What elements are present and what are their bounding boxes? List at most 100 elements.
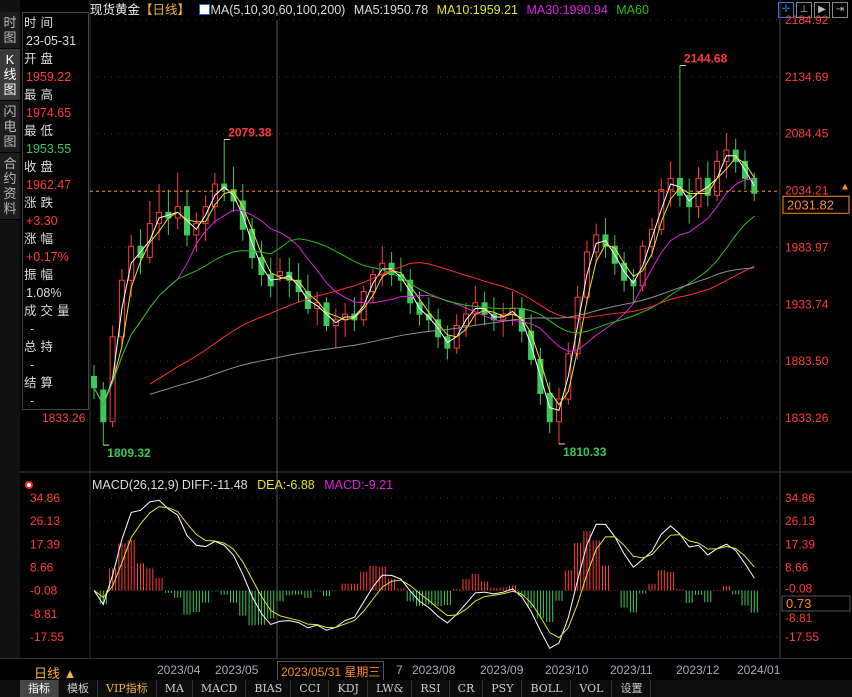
info-label: 时间: [24, 16, 58, 30]
toolbar-button[interactable]: CCI: [291, 680, 330, 697]
macd-title: MACD(26,12,9): [92, 478, 179, 492]
dea-value: DEA:-6.88: [257, 478, 315, 492]
date-axis: 日线 ▲ 2023/04 2023/05 2023/08 2023/09 2023/10…: [0, 658, 852, 682]
exit-icon[interactable]: ⇥: [832, 2, 848, 18]
date-label: 2023/05: [215, 663, 259, 677]
toolbar-button[interactable]: CR: [450, 680, 484, 697]
macd-legend: MACD(26,12,9) DIFF:-11.48 DEA:-6.88 MACD:…: [92, 478, 399, 492]
info-value: 1974.65: [26, 106, 72, 120]
up-arrow-icon: ▲: [840, 181, 850, 192]
macd-y-tick: 34.86: [785, 491, 815, 505]
toolbar-button[interactable]: MA: [157, 680, 193, 697]
toolbar-button[interactable]: 模板: [59, 680, 98, 697]
macd-y-tick-left: -8.81: [30, 607, 58, 621]
ma30-value: MA30:1990.94: [526, 3, 608, 17]
macd-y-tick-left: 17.39: [30, 537, 60, 551]
toolbar-button[interactable]: VOL: [571, 680, 613, 697]
toolbar-button[interactable]: VIP指标: [98, 680, 157, 697]
ma5-value: MA5:1950.78: [353, 3, 429, 17]
info-value: 1953.55: [26, 142, 72, 156]
info-value: -: [30, 394, 35, 408]
macd-y-tick-left: 34.86: [30, 491, 60, 505]
info-label: 最低: [24, 124, 58, 138]
indicator-toolbar: 指标 模板 VIP指标 MA MACD BIAS CCI KDJ LW& RSI CR PSY BOLL…: [0, 680, 852, 697]
toolbar-button[interactable]: BIAS: [246, 680, 292, 697]
price-chart[interactable]: 2184.92 2134.69 2084.45 2034.21 1983.97 1933.…: [0, 0, 852, 658]
info-label: 开盘: [24, 52, 58, 66]
play-icon[interactable]: ▶: [814, 2, 830, 18]
info-value: 1.08%: [26, 286, 62, 300]
date-label: 2023/09: [480, 663, 524, 677]
view-tab[interactable]: 合约资料: [0, 153, 20, 220]
toolbar-button[interactable]: MACD: [193, 680, 247, 697]
left-price-label: 1833.26: [42, 411, 86, 425]
info-label: 结算: [24, 376, 58, 390]
macd-settings-icon[interactable]: [25, 481, 33, 489]
date-label: 2023/12: [676, 663, 720, 677]
chart-header: 现货黄金【日线】 MA(5,10,30,60,100,200) MA5:1950…: [90, 0, 654, 20]
date-label: 2023/10: [545, 663, 589, 677]
ma5-line: [93, 155, 755, 411]
info-label: 振幅: [24, 268, 58, 282]
ma10-value: MA10:1959.21: [436, 3, 518, 17]
macd-y-tick-left: -17.55: [30, 630, 64, 644]
ma100-line: [149, 262, 755, 385]
info-label: 收盘: [24, 160, 58, 174]
info-value: 1959.22: [26, 70, 72, 84]
info-label: 最高: [24, 88, 58, 102]
crosshair-icon[interactable]: ✛: [778, 2, 794, 18]
price-annotation: 2144.68: [684, 52, 728, 66]
date-label: 2023/08: [412, 663, 456, 677]
period-selector[interactable]: 日线 ▲: [34, 666, 77, 681]
ma10-line: [93, 156, 755, 406]
diff-line: [93, 499, 755, 650]
period-tag: 【日线】: [140, 3, 191, 17]
y-tick-label: 1933.74: [785, 297, 829, 311]
info-value: +0.17%: [26, 250, 69, 264]
macd-y-tick-left: 26.13: [30, 514, 60, 528]
macd-y-tick: 17.39: [785, 537, 815, 551]
ma-settings-icon[interactable]: [198, 4, 210, 15]
zoom-range-icon[interactable]: ⊥: [796, 2, 812, 18]
macd-value: MACD:-9.21: [324, 478, 394, 492]
toolbar-button[interactable]: BOLL: [522, 680, 572, 697]
info-label: 总持: [24, 340, 58, 354]
macd-y-tick-left: -0.08: [30, 584, 58, 598]
y-tick-label: 2034.21: [785, 184, 829, 198]
y-tick-label: 2134.69: [785, 70, 829, 84]
ma60-line: [93, 215, 755, 406]
info-value: -: [30, 322, 35, 336]
macd-y-tick: 8.66: [785, 560, 809, 574]
macd-current-value: 0.73: [786, 596, 811, 611]
ma-label[interactable]: MA(5,10,30,60,100,200): [210, 3, 346, 17]
macd-current-box: [781, 595, 851, 612]
ma60-value: MA60: [616, 3, 649, 17]
view-tab[interactable]: K线图: [0, 49, 20, 101]
ma30-line: [93, 178, 755, 406]
price-annotation: 1809.32: [107, 446, 151, 460]
macd-y-tick: -0.08: [785, 582, 813, 596]
view-tab[interactable]: 时图: [0, 12, 20, 49]
info-value: -: [30, 358, 35, 372]
diff-value: DIFF:-11.48: [181, 478, 248, 492]
ma200-line: [149, 267, 755, 395]
toolbar-button[interactable]: PSY: [483, 680, 523, 697]
dea-line: [93, 506, 755, 639]
toolbar-button[interactable]: RSI: [412, 680, 450, 697]
date-label: 2023/04: [157, 663, 201, 677]
price-annotation: 2079.38: [228, 125, 272, 139]
toolbar-button[interactable]: KDJ: [329, 680, 368, 697]
view-tab[interactable]: 闪电图: [0, 101, 20, 153]
chart-tools: ✛ ⊥ ▶ ⇥: [778, 2, 848, 18]
toolbar-button[interactable]: 设置: [612, 680, 652, 697]
candle: [277, 271, 283, 276]
y-tick-label: 1983.97: [785, 240, 829, 254]
current-price: 2031.82: [787, 197, 834, 212]
y-tick-label: 2184.92: [785, 13, 829, 27]
info-value: 1962.47: [26, 178, 72, 192]
info-label: 成交量: [24, 304, 74, 318]
toolbar-button[interactable]: LW&: [368, 680, 413, 697]
candle: [91, 375, 97, 389]
current-price-box: [782, 195, 850, 214]
toolbar-button[interactable]: 指标: [20, 680, 59, 697]
